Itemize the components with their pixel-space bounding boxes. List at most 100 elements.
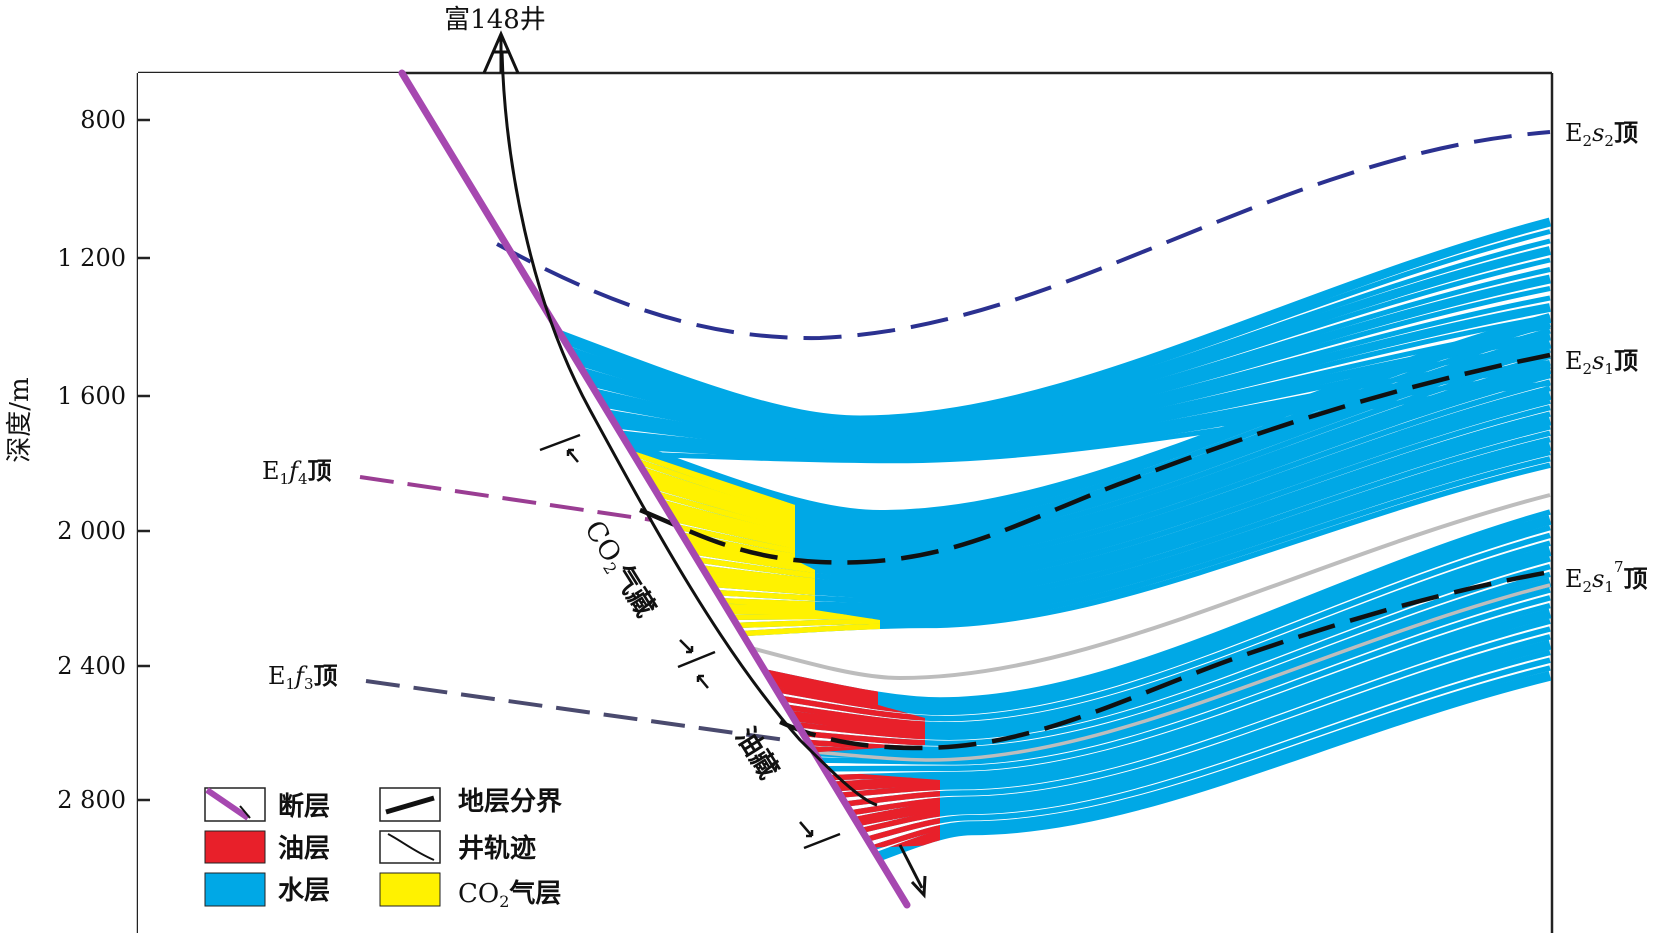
legend-co2-layer: CO2气层 [379,872,561,911]
legend-boundary-label: 地层分界 [458,787,562,817]
y-tick-label: 2 800 [57,786,126,814]
oil-layer-band [845,660,940,807]
gray-marker-line [750,493,1551,681]
legend-boundary: 地层分界 [379,787,562,822]
water-layer-band [603,314,1551,447]
e1f3-top-line [365,679,786,742]
co2-layer-band [732,449,880,620]
layer-bands [138,73,1552,933]
water-layer-band [626,313,1552,521]
derrick-icon [482,30,520,74]
co2-layer-band [692,440,880,581]
arrow-up-icon-2 [696,674,709,689]
oil-layer-band [802,660,940,747]
co2-layer-band [706,440,880,597]
oil-layer-band [850,660,940,816]
formation-boundaries [359,130,1551,751]
fault-line [398,69,911,909]
trajectory-swatch-icon [387,833,435,861]
water-layer-band [682,385,1551,571]
water-layer-band [598,303,1551,447]
co2-layer-band [677,440,880,566]
gray-marker-line [814,583,1551,762]
oil-layer-band [834,660,940,792]
co2-layer-band [742,462,880,637]
water-layer-band [572,246,1552,432]
label-e2s1-top: E2s1顶 [1565,346,1638,378]
e2s1-top-line [639,352,1551,565]
co2-layer-band [636,440,880,528]
co2-layer-band [671,440,880,561]
legend-oil-label: 油层 [278,834,330,864]
y-tick-label: 1 200 [57,244,126,272]
co2-layer-band [702,440,880,590]
y-tick-label: 2 000 [57,517,126,545]
water-layer-band [824,595,1551,772]
legend-oil-layer: 油层 [204,830,330,864]
oil-layer-band [769,660,940,712]
co2-layer-band [661,440,880,552]
water-layer-band [590,286,1551,440]
co2-layer-band [712,440,880,600]
legend: 断层 油层 水层 地层分界 井轨迹 CO2气层 [204,787,562,911]
arrow-up-icon [566,448,579,463]
label-e2s2-top: E2s2顶 [1565,118,1638,150]
fault-arrows [539,433,841,850]
well-trajectory [482,30,927,899]
oil-layer-band [861,660,940,834]
water-layer-band [722,436,1551,609]
label-e1f4-top: E1f4顶 [262,456,332,488]
water-layer-band [818,587,1551,765]
oil-layer-band [775,660,940,716]
y-tick-label: 800 [80,106,126,134]
co2-layer-band [656,440,880,547]
arrow-down-icon-2 [799,821,814,838]
legend-fault: 断层 [204,787,330,822]
legend-trajectory-label: 井轨迹 [458,833,536,864]
oil-layer-band [781,660,940,722]
oil-layer-band [765,660,940,703]
trajectory-arrow-icon [910,875,927,899]
e1f4-top-line [359,475,653,522]
boundary-swatch-icon [385,795,435,815]
label-e1f3-top: E1f3顶 [268,661,338,693]
water-layer-band [564,229,1551,425]
fault-swatch-icon [205,787,250,821]
co2-layer-band [651,440,880,542]
oil-layer-group [765,660,940,850]
oil-layer-band [866,660,940,842]
oil-layer-band [791,660,940,737]
e2s2-top-line [496,130,1551,341]
legend-water-layer: 水层 [204,872,330,907]
co2-layer-band [646,440,880,540]
y-tick-label: 1 600 [57,382,126,410]
e2s17-top-line [779,569,1551,751]
co2-layer-band [737,456,880,629]
label-e2s17-top: E2s17顶 [1565,558,1648,596]
legend-co2-label: CO2气层 [458,878,561,911]
water-layer-band [727,441,1552,617]
legend-water-label: 水层 [278,876,330,906]
water-layer-band [829,602,1551,781]
oil-layer-band [840,660,940,798]
footwall-blank [138,73,907,933]
well-name: 富148井 [444,5,546,35]
water-layer-band [717,430,1551,605]
arrow-down-icon [679,639,694,654]
y-axis-label: 深度/m [5,377,35,462]
co2-layer-band [666,440,880,559]
oil-layer-band [786,660,940,728]
water-layer-band [577,257,1551,433]
oil-layer-band [855,660,940,827]
oil-layer-band [876,670,940,850]
co2-layer-band [697,440,880,585]
co2-layer-band [631,440,880,523]
legend-trajectory: 井轨迹 [379,830,536,864]
water-layer-band [611,331,1551,454]
oil-layer-band [797,660,940,740]
y-axis-ticks: 800 1 200 1 600 2 000 2 400 2 800 [57,106,150,814]
legend-fault-label: 断层 [278,791,330,822]
water-layer-band [559,217,1552,425]
